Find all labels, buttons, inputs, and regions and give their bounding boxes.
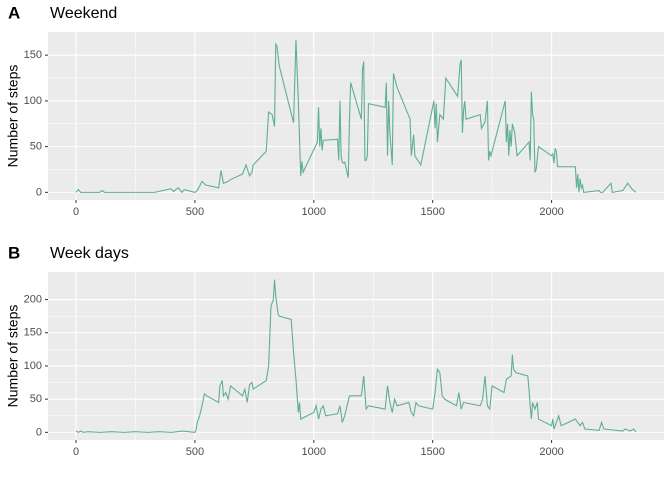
- y-tick-label: 50: [30, 141, 42, 153]
- y-tick-label: 100: [24, 95, 42, 107]
- x-tick-label: 500: [186, 206, 204, 218]
- x-tick-label: 500: [186, 446, 204, 458]
- x-tick-label: 1500: [420, 206, 444, 218]
- y-tick-label: 100: [24, 360, 42, 372]
- plot-background: [48, 32, 664, 200]
- panel-tag: A: [8, 3, 20, 22]
- x-tick-label: 2000: [539, 206, 563, 218]
- y-tick-label: 150: [24, 327, 42, 339]
- y-tick-label: 150: [24, 49, 42, 61]
- y-tick-label: 50: [30, 393, 42, 405]
- data-line: [75, 279, 637, 433]
- x-tick-label: 0: [73, 446, 79, 458]
- panel-tag: B: [8, 243, 20, 262]
- x-tick-label: 2000: [539, 446, 563, 458]
- y-tick-label: 0: [36, 186, 42, 198]
- plot-background: [48, 272, 664, 440]
- panel-title: Weekend: [50, 5, 117, 22]
- y-tick-label: 200: [24, 293, 42, 305]
- panel-title: Week days: [50, 245, 129, 262]
- x-tick-label: 1000: [302, 446, 326, 458]
- y-axis-title: Number of steps: [5, 65, 21, 168]
- x-tick-label: 0: [73, 206, 79, 218]
- y-tick-label: 0: [36, 426, 42, 438]
- data-line: [75, 39, 637, 194]
- x-tick-label: 1000: [302, 206, 326, 218]
- y-axis-title: Number of steps: [5, 305, 21, 408]
- x-tick-label: 1500: [420, 446, 444, 458]
